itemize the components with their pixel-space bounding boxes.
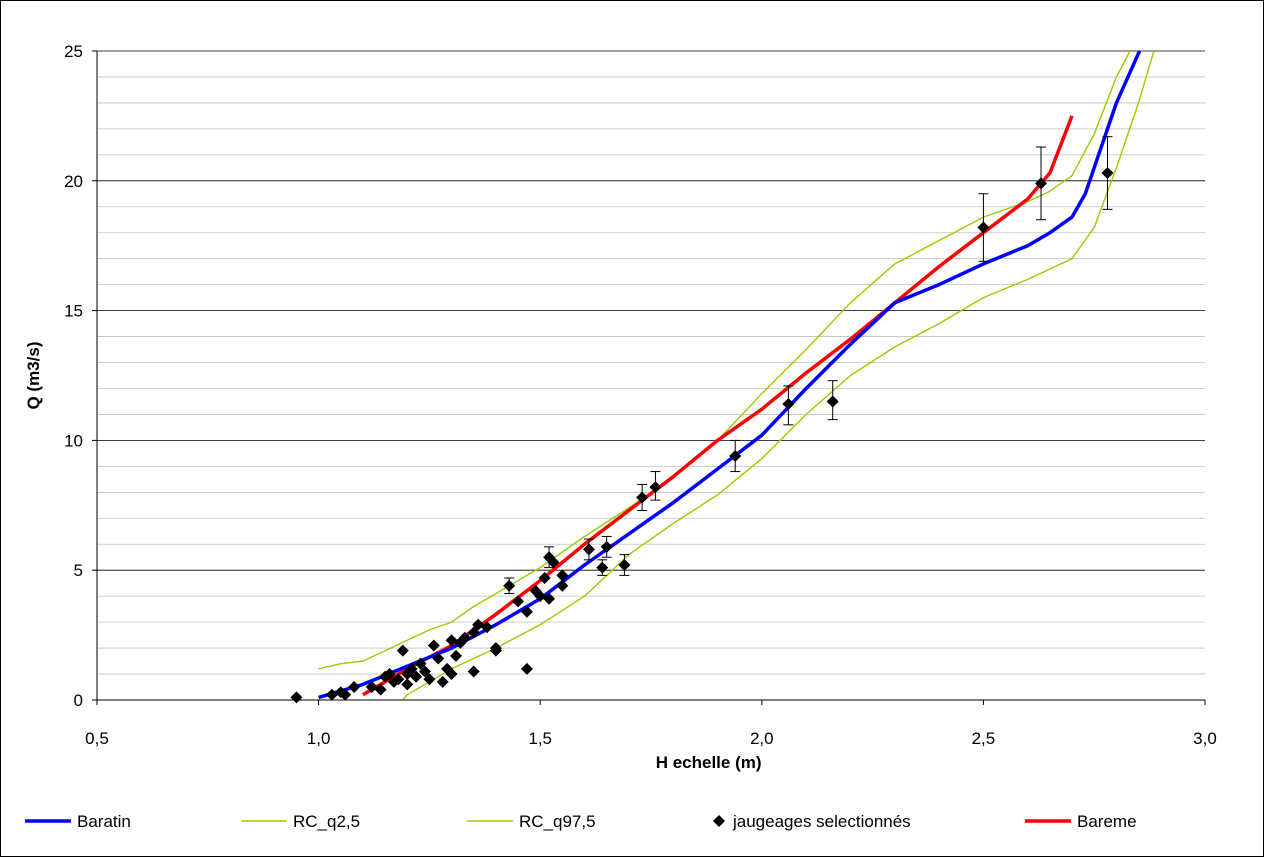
y-axis-title: Q (m3/s)	[24, 341, 43, 409]
data-point	[339, 688, 352, 701]
y-tick-label: 5	[74, 561, 83, 580]
grid-lines	[97, 50, 1205, 701]
data-point	[977, 221, 990, 234]
data-point	[374, 683, 387, 696]
data-point	[556, 569, 569, 582]
data-point	[729, 449, 742, 462]
data-point	[467, 626, 480, 639]
data-point	[556, 579, 569, 592]
data-point	[423, 673, 436, 686]
data-point	[520, 605, 533, 618]
data-point	[445, 668, 458, 681]
x-tick-label: 2,5	[972, 729, 996, 748]
legend-marker-diamond	[713, 815, 725, 827]
data-point	[392, 673, 405, 686]
data-point	[449, 649, 462, 662]
legend-label: RC_q2,5	[293, 812, 360, 831]
series-lines	[318, 51, 1155, 700]
y-tick-label: 25	[64, 42, 83, 61]
y-tick-label: 0	[74, 691, 83, 710]
series-line-rc-q97-5	[401, 51, 1155, 700]
data-point	[432, 652, 445, 665]
legend-label: jaugeages selectionnés	[732, 812, 911, 831]
data-point	[782, 398, 795, 411]
data-point	[445, 634, 458, 647]
x-axis-title: H echelle (m)	[656, 753, 762, 772]
legend-label: RC_q97,5	[519, 812, 596, 831]
data-point	[503, 579, 516, 592]
axes: 0 5 10 15 20 25 0,5 1,0 1,5 2,0 2,5 3,0	[64, 42, 1217, 748]
gauging-points	[290, 167, 1114, 704]
x-tick-label: 0,5	[85, 729, 109, 748]
data-point	[538, 571, 551, 584]
data-point	[467, 665, 480, 678]
data-point	[348, 681, 361, 694]
x-tick-label: 1,0	[307, 729, 331, 748]
data-point	[410, 670, 423, 683]
data-point	[418, 665, 431, 678]
data-point	[543, 592, 556, 605]
data-point	[427, 639, 440, 652]
data-point	[1035, 177, 1048, 190]
data-point	[383, 668, 396, 681]
data-point	[290, 691, 303, 704]
data-point	[534, 590, 547, 603]
data-point	[618, 559, 631, 572]
legend-label: Baratin	[77, 812, 131, 831]
data-point	[596, 561, 609, 574]
data-point	[547, 556, 560, 569]
data-point	[365, 681, 378, 694]
data-point	[401, 678, 414, 691]
data-point	[826, 395, 839, 408]
data-point	[325, 688, 338, 701]
data-point	[1101, 167, 1114, 180]
series-line-bareme	[362, 115, 1074, 697]
x-tick-label: 3,0	[1193, 729, 1217, 748]
data-point	[582, 543, 595, 556]
series-line-baratin	[318, 51, 1142, 700]
data-point	[458, 631, 471, 644]
data-point	[481, 621, 494, 634]
data-point	[512, 595, 525, 608]
y-tick-label: 15	[64, 302, 83, 321]
y-tick-label: 10	[64, 431, 83, 450]
data-point	[436, 675, 449, 688]
data-point	[520, 662, 533, 675]
x-tick-label: 1,5	[528, 729, 552, 748]
data-point	[414, 657, 427, 670]
series-line-rc-q2-5	[318, 51, 1131, 670]
data-point	[649, 481, 662, 494]
y-tick-label: 20	[64, 172, 83, 191]
data-point	[472, 618, 485, 631]
data-point	[396, 644, 409, 657]
data-point	[636, 491, 649, 504]
data-point	[489, 642, 502, 655]
x-tick-label: 2,0	[750, 729, 774, 748]
legend-label: Bareme	[1077, 812, 1137, 831]
data-point	[600, 540, 613, 553]
data-point	[405, 662, 418, 675]
legend: Baratin RC_q2,5 RC_q97,5 jaugeages selectio…	[25, 812, 1137, 831]
